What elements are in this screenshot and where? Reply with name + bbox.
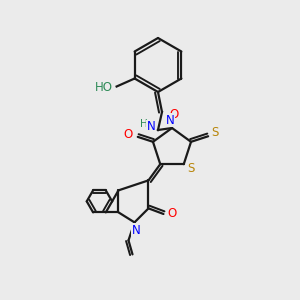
Text: N: N bbox=[132, 224, 141, 237]
Text: HO: HO bbox=[94, 81, 112, 94]
Text: O: O bbox=[169, 107, 178, 121]
Text: S: S bbox=[187, 162, 194, 175]
Text: S: S bbox=[212, 126, 219, 139]
Text: H: H bbox=[140, 119, 148, 129]
Text: O: O bbox=[168, 208, 177, 220]
Text: N: N bbox=[147, 121, 155, 134]
Text: N: N bbox=[166, 113, 174, 127]
Text: O: O bbox=[123, 128, 132, 141]
